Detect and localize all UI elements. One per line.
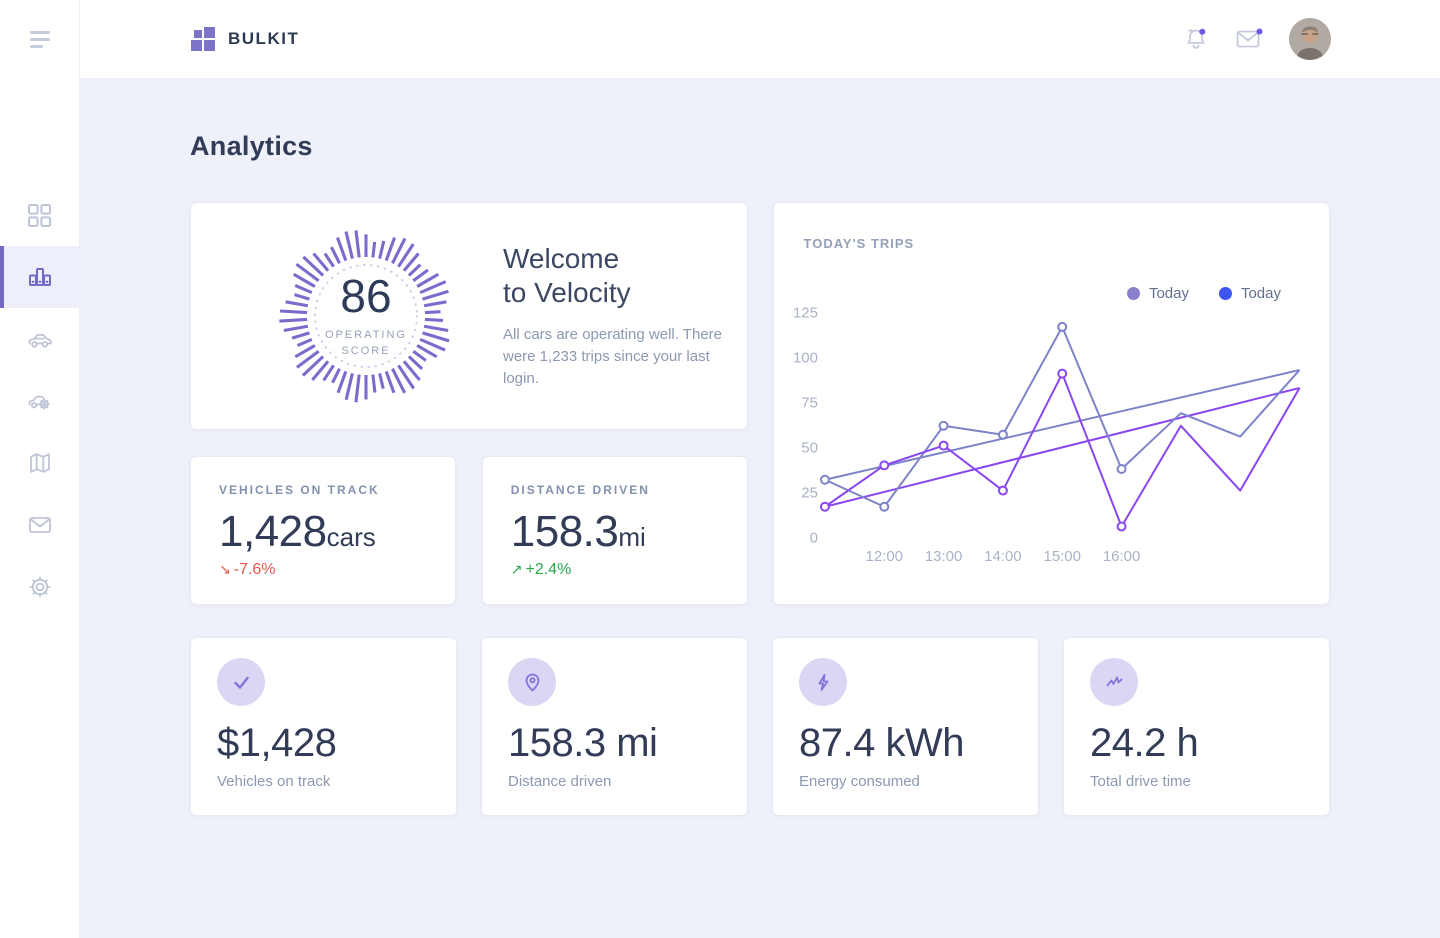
legend-dot: [1126, 287, 1140, 300]
brand-name: BULKIT: [228, 29, 300, 48]
messages-button[interactable]: [1235, 27, 1263, 51]
stat-label: DISTANCE DRIVEN: [510, 483, 650, 497]
sidebar-item-service[interactable]: [0, 370, 79, 432]
topbar: BULKIT: [80, 0, 1440, 79]
stat-value: 158.3: [510, 507, 619, 556]
page-title: Analytics: [190, 131, 313, 161]
car-icon: [28, 333, 52, 347]
envelope-icon: [28, 517, 51, 533]
welcome-body: All cars are operating well. There were …: [503, 326, 722, 387]
kpi-icon-circle: [217, 658, 265, 706]
stat-label: VEHICLES ON TRACK: [219, 483, 380, 497]
welcome-title: Welcome to Velocity: [503, 243, 631, 308]
svg-text:25: 25: [801, 484, 818, 501]
svg-text:12:00: 12:00: [865, 548, 902, 565]
stat-unit: mi: [618, 522, 646, 552]
kpi-value: 24.2 h: [1090, 721, 1199, 765]
gauge-ring: [279, 230, 450, 403]
grid-icon: [28, 203, 51, 227]
map-icon: [29, 453, 50, 473]
main: Analytics 86 OPERATING SCORE: [80, 79, 1440, 816]
bolt-icon: [818, 673, 828, 691]
kpi-card-energy: 87.4 kWh Energy consumed: [772, 637, 1039, 816]
sidebar-item-analytics[interactable]: [0, 246, 79, 308]
legend-dot: [1218, 287, 1232, 300]
activity-icon: [1106, 676, 1122, 686]
kpi-value: $1,428: [217, 721, 337, 765]
sidebar-nav: [0, 184, 79, 618]
score-value: 86: [340, 270, 392, 322]
sidebar-item-messages[interactable]: [0, 494, 79, 556]
bulkit-logo-icon: [191, 27, 215, 51]
welcome-text: Welcome to Velocity All cars are operati…: [503, 242, 731, 390]
car-service-icon: [28, 395, 50, 410]
score-label: OPERATING SCORE: [325, 329, 407, 357]
stat-card-vehicles: VEHICLES ON TRACK 1,428 cars ↘ -7.6%: [190, 456, 456, 605]
stat-delta: ↗ +2.4%: [510, 561, 572, 578]
check-icon: [233, 676, 249, 689]
svg-text:50: 50: [801, 439, 818, 456]
kpi-caption: Distance driven: [508, 773, 612, 790]
avatar-image: [1289, 18, 1331, 60]
sidebar-item-settings[interactable]: [0, 556, 79, 618]
kpi-card-drive-time: 24.2 h Total drive time: [1063, 637, 1330, 816]
stat-delta: ↘ -7.6%: [219, 561, 276, 578]
svg-text:125: 125: [792, 304, 817, 321]
svg-text:100: 100: [792, 349, 817, 366]
stat-card-distance: DISTANCE DRIVEN 158.3 mi ↗ +2.4%: [481, 456, 748, 605]
stat-value: 1,428: [219, 507, 327, 556]
kpi-icon-circle: [508, 658, 556, 706]
legend-item-today-2[interactable]: Today: [1218, 285, 1281, 302]
brand-logo[interactable]: BULKIT: [190, 26, 299, 52]
trend-up-icon: ↗: [510, 562, 523, 578]
svg-text:15:00: 15:00: [1043, 548, 1080, 565]
operating-score-gauge: 86 OPERATING SCORE: [271, 221, 461, 411]
content-column: BULKIT: [80, 0, 1440, 938]
kpi-caption: Energy consumed: [799, 773, 920, 790]
kpi-icon-circle: [1090, 658, 1138, 706]
topbar-actions: [1183, 18, 1331, 60]
map-pin-icon: [525, 673, 539, 691]
kpi-value: 87.4 kWh: [799, 721, 964, 765]
sidebar-item-map[interactable]: [0, 432, 79, 494]
svg-text:13:00: 13:00: [924, 548, 961, 565]
svg-text:16:00: 16:00: [1102, 548, 1139, 565]
chart-title: TODAY'S TRIPS: [803, 236, 915, 251]
svg-text:14:00: 14:00: [984, 548, 1021, 565]
hamburger-icon: [30, 31, 50, 48]
trend-down-icon: ↘: [219, 562, 231, 578]
kpi-icon-circle: [799, 658, 847, 706]
trips-chart-card: TODAY'S TRIPS Today Today 0 25 50 75 100 125 1…: [772, 202, 1330, 605]
chart-legend: Today Today: [1126, 285, 1281, 302]
svg-text:75: 75: [801, 394, 818, 411]
trips-line-chart: 0 25 50 75 100 125 12:00 13:00 14:00 15:00 16:00: [792, 304, 1300, 565]
legend-item-today-1[interactable]: Today: [1126, 285, 1189, 302]
mail-icon: [1236, 28, 1263, 48]
kpi-caption: Vehicles on track: [217, 773, 331, 790]
svg-text:0: 0: [809, 529, 817, 546]
sidebar-item-dashboard[interactable]: [0, 184, 79, 246]
stat-unit: cars: [326, 522, 376, 552]
menu-toggle-button[interactable]: [0, 0, 80, 79]
gear-icon: [29, 576, 50, 598]
notifications-button[interactable]: [1183, 26, 1209, 52]
kpi-caption: Total drive time: [1090, 773, 1191, 790]
sidebar-item-vehicles[interactable]: [0, 308, 79, 370]
bell-icon: [1187, 28, 1206, 49]
sidebar: [0, 0, 80, 938]
bar-chart-icon: [28, 268, 51, 286]
welcome-card: 86 OPERATING SCORE Welcome to Velocity: [190, 202, 748, 430]
kpi-value: 158.3 mi: [508, 721, 658, 765]
kpi-card-distance: 158.3 mi Distance driven: [481, 637, 748, 816]
kpi-card-revenue: $1,428 Vehicles on track: [190, 637, 457, 816]
avatar[interactable]: [1289, 18, 1331, 60]
